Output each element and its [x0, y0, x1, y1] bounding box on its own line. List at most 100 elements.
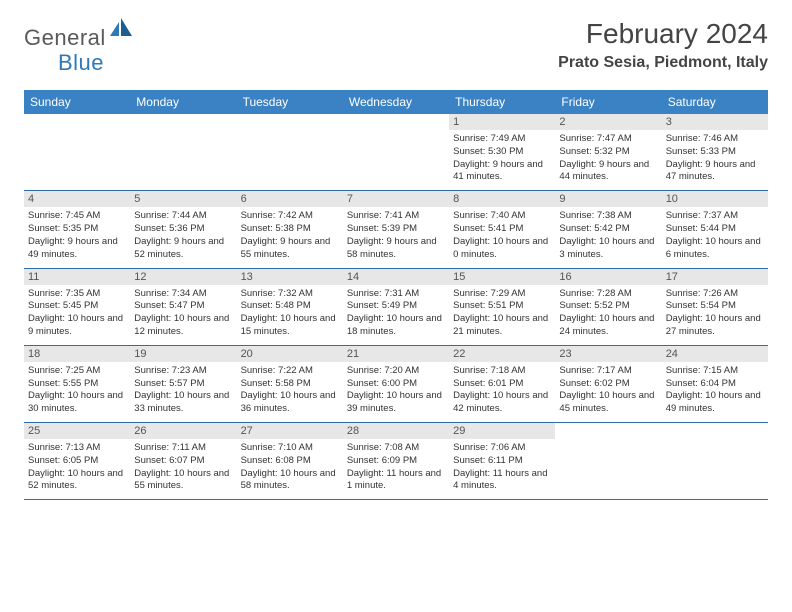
- calendar-day-cell: 6Sunrise: 7:42 AMSunset: 5:38 PMDaylight…: [237, 191, 343, 268]
- day-info: Sunrise: 7:46 AMSunset: 5:33 PMDaylight:…: [666, 133, 764, 184]
- calendar-day-cell: 5Sunrise: 7:44 AMSunset: 5:36 PMDaylight…: [130, 191, 236, 268]
- sunrise-text: Sunrise: 7:42 AM: [241, 210, 339, 223]
- day-info: Sunrise: 7:31 AMSunset: 5:49 PMDaylight:…: [347, 288, 445, 339]
- calendar-day-cell: 9 Sunrise: 7:38 AMSunset: 5:42 PMDaylight…: [555, 191, 661, 268]
- day-number: 18: [24, 346, 130, 362]
- sunrise-text: Sunrise: 7:41 AM: [347, 210, 445, 223]
- sunrise-text: Sunrise: 7:49 AM: [453, 133, 551, 146]
- daylight-text: Daylight: 10 hours and 27 minutes.: [666, 313, 764, 339]
- calendar-day-cell: [343, 114, 449, 191]
- calendar-week-row: 25Sunrise: 7:13 AMSunset: 6:05 PMDayligh…: [24, 423, 768, 500]
- day-number: 28: [343, 423, 449, 439]
- calendar-table: Sunday Monday Tuesday Wednesday Thursday…: [24, 90, 768, 499]
- sunset-text: Sunset: 5:33 PM: [666, 146, 764, 159]
- day-number: 23: [555, 346, 661, 362]
- sunset-text: Sunset: 5:32 PM: [559, 146, 657, 159]
- calendar-day-cell: 28Sunrise: 7:08 AMSunset: 6:09 PMDayligh…: [343, 423, 449, 500]
- calendar-day-cell: 27Sunrise: 7:10 AMSunset: 6:08 PMDayligh…: [237, 423, 343, 500]
- sunrise-text: Sunrise: 7:28 AM: [559, 288, 657, 301]
- calendar-day-cell: 25Sunrise: 7:13 AMSunset: 6:05 PMDayligh…: [24, 423, 130, 500]
- calendar-day-cell: 10 Sunrise: 7:37 AMSunset: 5:44 PMDayligh…: [662, 191, 768, 268]
- sunset-text: Sunset: 6:01 PM: [453, 378, 551, 391]
- sunset-text: Sunset: 5:49 PM: [347, 300, 445, 313]
- calendar-day-cell: 1 Sunrise: 7:49 AMSunset: 5:30 PMDaylight…: [449, 114, 555, 191]
- day-number: 1: [449, 114, 555, 130]
- calendar-day-cell: 15Sunrise: 7:29 AMSunset: 5:51 PMDayligh…: [449, 268, 555, 345]
- daylight-text: Daylight: 9 hours and 41 minutes.: [453, 159, 551, 185]
- day-info: Sunrise: 7:38 AMSunset: 5:42 PMDaylight:…: [559, 210, 657, 261]
- sunrise-text: Sunrise: 7:13 AM: [28, 442, 126, 455]
- daylight-text: Daylight: 10 hours and 12 minutes.: [134, 313, 232, 339]
- sunrise-text: Sunrise: 7:20 AM: [347, 365, 445, 378]
- calendar-day-cell: 2Sunrise: 7:47 AMSunset: 5:32 PMDaylight…: [555, 114, 661, 191]
- sunset-text: Sunset: 6:02 PM: [559, 378, 657, 391]
- sunrise-text: Sunrise: 7:17 AM: [559, 365, 657, 378]
- sunset-text: Sunset: 6:04 PM: [666, 378, 764, 391]
- sunrise-text: Sunrise: 7:46 AM: [666, 133, 764, 146]
- daylight-text: Daylight: 9 hours and 55 minutes.: [241, 236, 339, 262]
- day-info: Sunrise: 7:42 AMSunset: 5:38 PMDaylight:…: [241, 210, 339, 261]
- calendar-weekday-header: Sunday Monday Tuesday Wednesday Thursday…: [24, 90, 768, 114]
- day-info: Sunrise: 7:47 AMSunset: 5:32 PMDaylight:…: [559, 133, 657, 184]
- sunset-text: Sunset: 5:55 PM: [28, 378, 126, 391]
- sunrise-text: Sunrise: 7:23 AM: [134, 365, 232, 378]
- sunset-text: Sunset: 5:44 PM: [666, 223, 764, 236]
- day-number: 10: [662, 191, 768, 207]
- day-info: Sunrise: 7:41 AMSunset: 5:39 PMDaylight:…: [347, 210, 445, 261]
- calendar-week-row: 1 Sunrise: 7:49 AMSunset: 5:30 PMDaylight…: [24, 114, 768, 191]
- sunset-text: Sunset: 5:36 PM: [134, 223, 232, 236]
- sunrise-text: Sunrise: 7:37 AM: [666, 210, 764, 223]
- sunset-text: Sunset: 5:39 PM: [347, 223, 445, 236]
- sunset-text: Sunset: 5:42 PM: [559, 223, 657, 236]
- day-number: 4: [24, 191, 130, 207]
- daylight-text: Daylight: 10 hours and 55 minutes.: [134, 468, 232, 494]
- month-title: February 2024: [558, 18, 768, 50]
- location-subtitle: Prato Sesia, Piedmont, Italy: [558, 54, 768, 72]
- daylight-text: Daylight: 10 hours and 24 minutes.: [559, 313, 657, 339]
- day-info: Sunrise: 7:22 AMSunset: 5:58 PMDaylight:…: [241, 365, 339, 416]
- day-number: 19: [130, 346, 236, 362]
- daylight-text: Daylight: 10 hours and 21 minutes.: [453, 313, 551, 339]
- day-number: 15: [449, 269, 555, 285]
- sunrise-text: Sunrise: 7:26 AM: [666, 288, 764, 301]
- brand-name-general: General: [24, 25, 106, 51]
- day-info: Sunrise: 7:49 AMSunset: 5:30 PMDaylight:…: [453, 133, 551, 184]
- calendar-day-cell: 18Sunrise: 7:25 AMSunset: 5:55 PMDayligh…: [24, 345, 130, 422]
- calendar-day-cell: 24Sunrise: 7:15 AMSunset: 6:04 PMDayligh…: [662, 345, 768, 422]
- sunset-text: Sunset: 5:54 PM: [666, 300, 764, 313]
- calendar-day-cell: [555, 423, 661, 500]
- calendar-week-row: 18Sunrise: 7:25 AMSunset: 5:55 PMDayligh…: [24, 345, 768, 422]
- daylight-text: Daylight: 10 hours and 18 minutes.: [347, 313, 445, 339]
- sunset-text: Sunset: 5:41 PM: [453, 223, 551, 236]
- daylight-text: Daylight: 10 hours and 6 minutes.: [666, 236, 764, 262]
- sunrise-text: Sunrise: 7:32 AM: [241, 288, 339, 301]
- calendar-day-cell: 8Sunrise: 7:40 AMSunset: 5:41 PMDaylight…: [449, 191, 555, 268]
- sunrise-text: Sunrise: 7:18 AM: [453, 365, 551, 378]
- sunrise-text: Sunrise: 7:08 AM: [347, 442, 445, 455]
- calendar-day-cell: 4Sunrise: 7:45 AMSunset: 5:35 PMDaylight…: [24, 191, 130, 268]
- day-info: Sunrise: 7:40 AMSunset: 5:41 PMDaylight:…: [453, 210, 551, 261]
- day-number: 3: [662, 114, 768, 130]
- calendar-day-cell: 14Sunrise: 7:31 AMSunset: 5:49 PMDayligh…: [343, 268, 449, 345]
- daylight-text: Daylight: 9 hours and 44 minutes.: [559, 159, 657, 185]
- sunrise-text: Sunrise: 7:31 AM: [347, 288, 445, 301]
- day-number: 11: [24, 269, 130, 285]
- sunrise-text: Sunrise: 7:35 AM: [28, 288, 126, 301]
- day-number: 9: [555, 191, 661, 207]
- day-info: Sunrise: 7:10 AMSunset: 6:08 PMDaylight:…: [241, 442, 339, 493]
- day-info: Sunrise: 7:28 AMSunset: 5:52 PMDaylight:…: [559, 288, 657, 339]
- sunrise-text: Sunrise: 7:22 AM: [241, 365, 339, 378]
- sunrise-text: Sunrise: 7:47 AM: [559, 133, 657, 146]
- day-info: Sunrise: 7:23 AMSunset: 5:57 PMDaylight:…: [134, 365, 232, 416]
- calendar-body: 1 Sunrise: 7:49 AMSunset: 5:30 PMDaylight…: [24, 114, 768, 499]
- calendar-day-cell: 12Sunrise: 7:34 AMSunset: 5:47 PMDayligh…: [130, 268, 236, 345]
- day-info: Sunrise: 7:18 AMSunset: 6:01 PMDaylight:…: [453, 365, 551, 416]
- calendar-day-cell: 13Sunrise: 7:32 AMSunset: 5:48 PMDayligh…: [237, 268, 343, 345]
- sunset-text: Sunset: 5:52 PM: [559, 300, 657, 313]
- day-number: 17: [662, 269, 768, 285]
- day-number: 20: [237, 346, 343, 362]
- daylight-text: Daylight: 10 hours and 39 minutes.: [347, 390, 445, 416]
- calendar-day-cell: 16Sunrise: 7:28 AMSunset: 5:52 PMDayligh…: [555, 268, 661, 345]
- sunrise-text: Sunrise: 7:45 AM: [28, 210, 126, 223]
- day-number: 12: [130, 269, 236, 285]
